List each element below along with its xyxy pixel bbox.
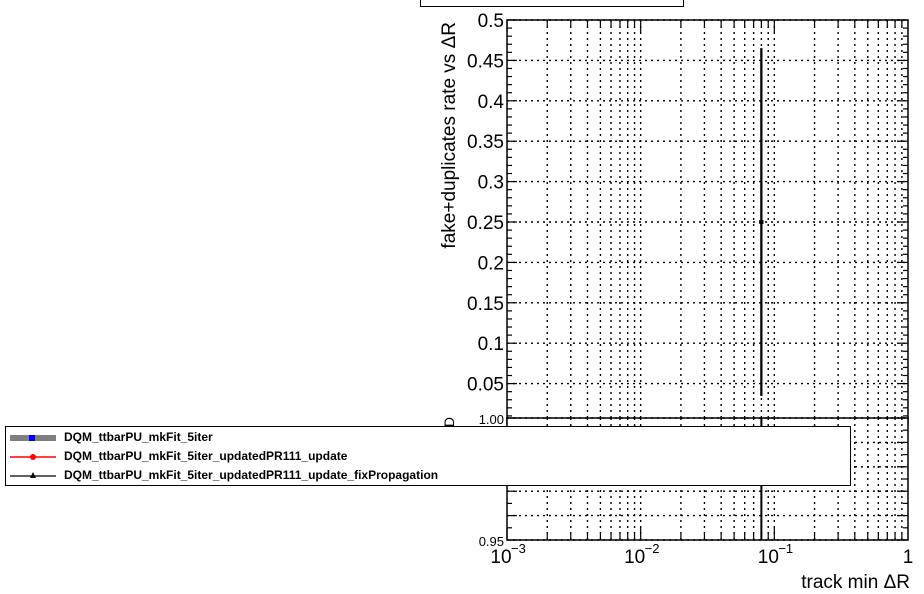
- ratio-y-tick-label: 1.00: [479, 412, 504, 427]
- data-point: [759, 220, 764, 224]
- x-tick-exponent: −3: [511, 541, 526, 556]
- y-tick-label: 0.35: [467, 132, 504, 153]
- y-tick-label: 0.25: [467, 213, 504, 234]
- y-tick-label: 0.3: [478, 173, 504, 194]
- x-tick-label: 10: [758, 547, 779, 568]
- legend-label: DQM_ttbarPU_mkFit_5iter_updatedPR111_upd…: [64, 468, 439, 482]
- y-tick-label: 0.2: [478, 253, 504, 274]
- legend-swatch-red: [10, 454, 56, 460]
- legend-entry: DQM_ttbarPU_mkFit_5iter_updatedPR111_upd…: [6, 467, 850, 485]
- y-tick-label: 0.1: [478, 334, 504, 355]
- legend: DQM_ttbarPU_mkFit_5iter DQM_ttbarPU_mkFi…: [5, 426, 851, 486]
- x-tick-exponent: −1: [778, 541, 793, 556]
- legend-label: DQM_ttbarPU_mkFit_5iter: [64, 430, 213, 444]
- y-tick-label: 0.15: [467, 294, 504, 315]
- legend-swatch-blue: [10, 435, 56, 441]
- y-tick-label: 0.5: [478, 11, 504, 32]
- ratio-y-tick-label: 0.95: [479, 534, 504, 549]
- legend-entry: DQM_ttbarPU_mkFit_5iter: [6, 429, 850, 447]
- y-tick-label: 0.05: [467, 375, 504, 396]
- top-label-box: [420, 0, 684, 7]
- x-tick-label: 10: [624, 547, 645, 568]
- y-tick-label: 0.4: [478, 92, 505, 113]
- ratio-axis-stub: D: [441, 417, 457, 427]
- x-tick-label: 1: [903, 547, 914, 568]
- x-axis-title: track min ΔR: [801, 572, 910, 593]
- y-tick-label: 0.45: [467, 51, 504, 72]
- legend-swatch-black: [10, 472, 56, 478]
- x-tick-exponent: −2: [645, 541, 660, 556]
- legend-entry: DQM_ttbarPU_mkFit_5iter_updatedPR111_upd…: [6, 448, 850, 466]
- x-tick-label: 10: [490, 547, 511, 568]
- y-axis-title: fake+duplicates rate vs ΔR: [439, 22, 460, 249]
- legend-label: DQM_ttbarPU_mkFit_5iter_updatedPR111_upd…: [64, 449, 348, 463]
